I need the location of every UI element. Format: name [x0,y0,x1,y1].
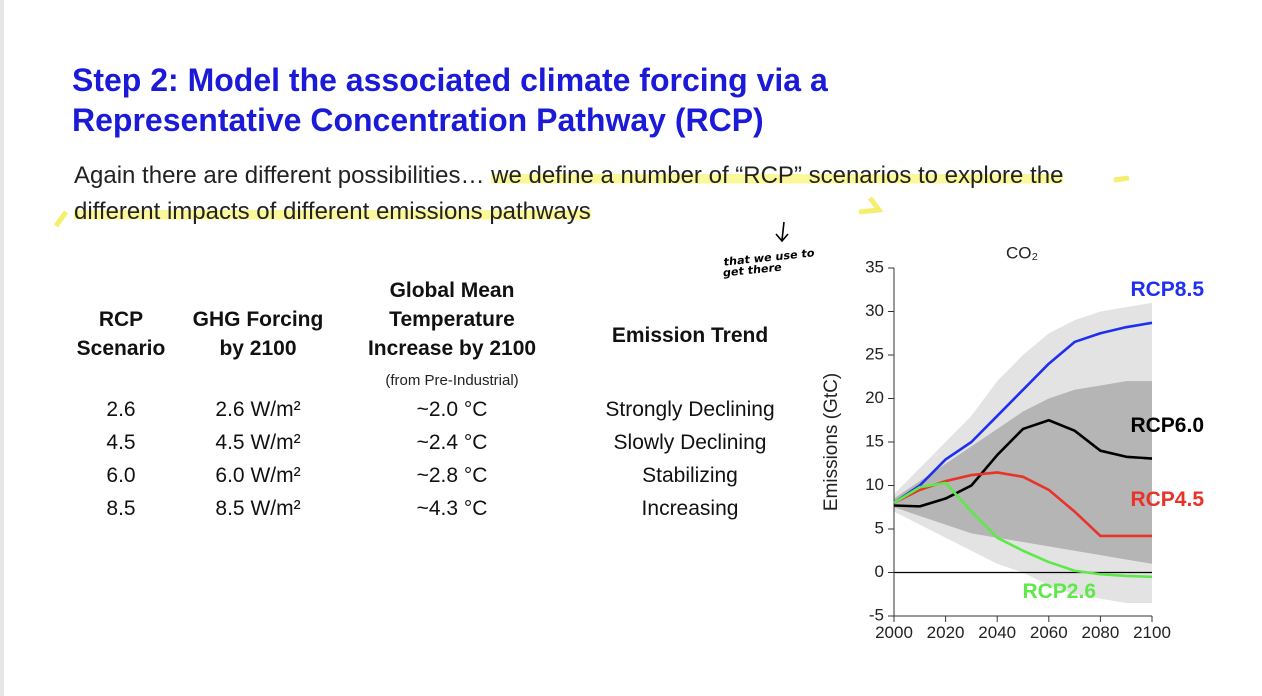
y-tick-label: -5 [869,605,884,624]
table-cell: 6.0 [106,464,136,487]
table-cell: ~4.3 °C [416,497,488,520]
table-cell: 8.5 [106,497,136,520]
highlight-stroke [858,196,884,215]
y-axis-label: Emissions (GtC) [821,373,842,511]
arrow [775,221,789,243]
table-note: (from Pre-Industrial) [385,372,519,389]
table-cell: ~2.0 °C [416,398,488,421]
y-tick-label: 5 [875,518,884,537]
series-label: RCP6.0 [1130,414,1204,437]
table-header: Global Mean Temperature Increase by 2100 [367,279,537,360]
x-tick-label: 2080 [1081,623,1119,642]
slide-title: Step 2: Model the associated climate for… [72,62,828,138]
table-cell: Stabilizing [642,464,738,487]
y-tick-label: 15 [865,431,884,450]
table-cell: 4.5 [106,431,136,454]
table-cell: 2.6 W/m² [215,398,301,421]
ink-layer [53,175,1130,243]
table-cell: ~2.8 °C [416,464,488,487]
x-tick-label: 2040 [978,623,1016,642]
table-header: Emission Trend [611,324,769,347]
body-lead: Again there are different possibilities… [74,162,492,189]
chart: CO₂ Emissions (GtC) -5 0 5 10 15 20 25 30 35 2000… [821,243,1204,642]
table-cell: 8.5 W/m² [215,497,301,520]
body-text: Again there are different possibilities…… [74,158,1144,230]
table-cell: Slowly Declining [613,431,767,454]
series-line [893,418,1153,508]
table-cell: 2.6 [106,398,136,421]
series-line [893,481,1153,579]
table-cell: Increasing [641,497,739,520]
series-label: RCP4.5 [1130,488,1204,511]
table-cell: 4.5 W/m² [215,431,301,454]
table-header: RCP Scenario [76,308,166,360]
y-tick-label: 20 [865,388,884,407]
x-tick-label: 2060 [1030,623,1068,642]
highlight-stroke [53,210,69,228]
x-tick-label: 2000 [875,623,913,642]
series-label: RCP2.6 [1022,580,1096,603]
series-label: RCP8.5 [1130,278,1204,301]
table-cell: 6.0 W/m² [215,464,301,487]
table-header: GHG Forcing by 2100 [192,308,324,360]
y-tick-label: 0 [875,562,884,581]
x-tick-label: 2100 [1133,623,1171,642]
y-tick-label: 10 [865,475,884,494]
series-line [893,321,1153,504]
table-cell: Strongly Declining [605,398,775,421]
chart-title: CO₂ [1006,243,1038,262]
y-tick-label: 30 [865,301,884,320]
y-tick-label: 25 [865,344,884,363]
y-tick-label: 35 [865,257,884,276]
table-cell: ~2.4 °C [416,431,488,454]
range-band [894,381,1152,564]
highlight-stroke [1113,175,1130,183]
x-tick-label: 2020 [927,623,965,642]
